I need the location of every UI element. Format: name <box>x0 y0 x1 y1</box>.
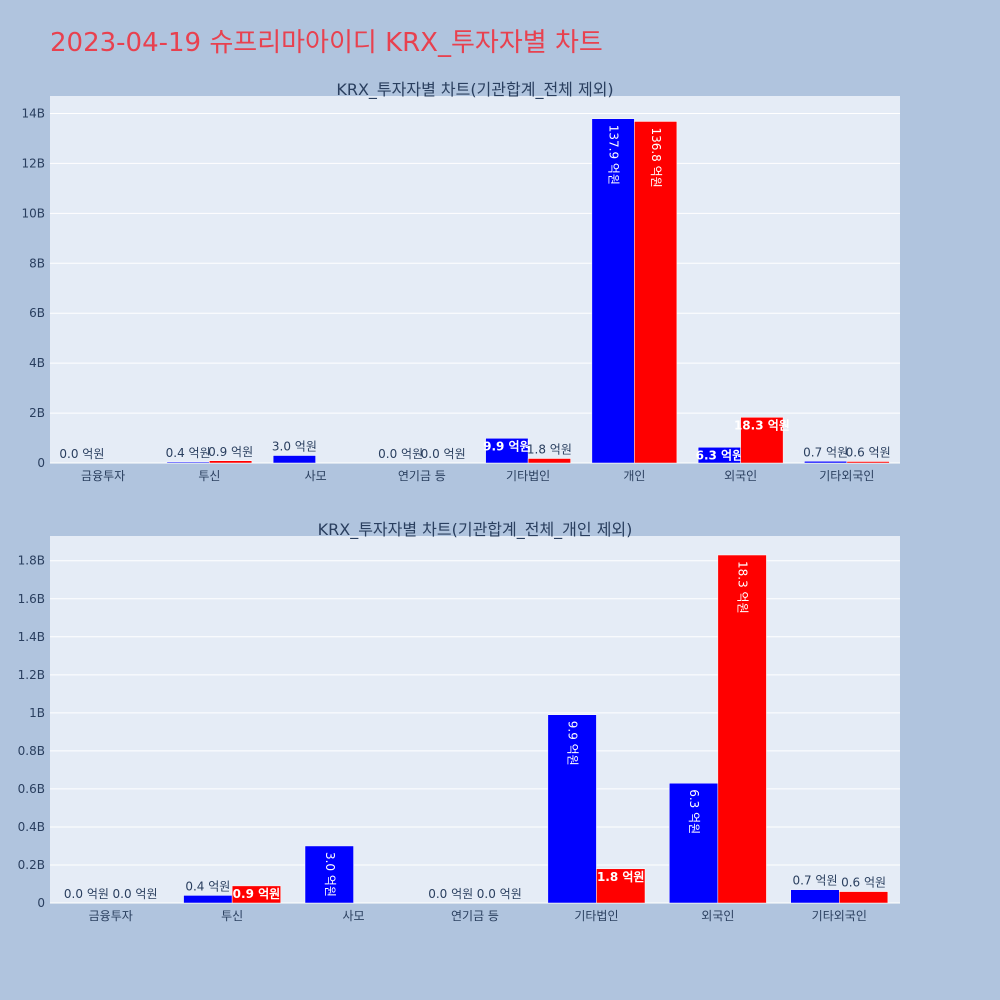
data-label: 0.6 억원 <box>841 876 886 890</box>
bar <box>547 714 597 904</box>
y-tick-label: 0.4B <box>18 820 45 834</box>
bar <box>527 458 571 464</box>
data-label: 0.4 억원 <box>185 879 230 893</box>
y-tick-label: 1.8B <box>18 554 45 568</box>
data-label: 0.6 억원 <box>846 446 891 460</box>
x-tick-label: 개인 <box>623 469 645 483</box>
x-tick-label: 외국인 <box>701 909 734 923</box>
bar <box>669 782 719 904</box>
data-label: 0.0 억원 <box>64 887 109 901</box>
data-label: 6.3 억원 <box>696 448 744 462</box>
data-label: 0.4 억원 <box>166 446 211 460</box>
data-label: 0.9 억원 <box>208 445 253 459</box>
x-tick-label: 금융투자 <box>89 909 133 923</box>
y-tick-label: 4B <box>29 356 45 370</box>
data-label: 0.0 억원 <box>477 887 522 901</box>
data-label: 137.9 억원 <box>607 125 621 185</box>
bar <box>166 461 210 464</box>
data-label: 1.8 억원 <box>597 870 645 884</box>
y-tick-label: 0 <box>37 896 45 910</box>
bar <box>591 118 635 464</box>
x-tick-label: 사모 <box>343 909 365 923</box>
data-label: 0.9 억원 <box>233 887 281 901</box>
data-label: 0.7 억원 <box>803 445 848 459</box>
x-tick-label: 투신 <box>198 469 220 483</box>
data-label: 18.3 억원 <box>736 561 750 614</box>
x-tick-label: 외국인 <box>724 469 757 483</box>
x-tick-label: 연기금 등 <box>398 469 446 483</box>
bar <box>717 554 767 904</box>
y-tick-label: 10B <box>21 206 45 220</box>
bar <box>231 885 281 904</box>
x-tick-label: 기타외국인 <box>819 469 874 483</box>
y-tick-label: 0.6B <box>18 782 45 796</box>
y-tick-label: 1.4B <box>18 630 45 644</box>
bar <box>485 438 529 464</box>
x-tick-label: 기타법인 <box>506 469 550 483</box>
y-tick-label: 1.6B <box>18 592 45 606</box>
data-label: 18.3 억원 <box>734 418 790 432</box>
x-tick-label: 기타외국인 <box>812 909 867 923</box>
y-tick-label: 2B <box>29 406 45 420</box>
data-label: 3.0 억원 <box>323 852 337 897</box>
y-tick-label: 0.2B <box>18 858 45 872</box>
bar <box>740 417 784 464</box>
page-title: 2023-04-19 슈프리마아이디 KRX_투자자별 차트 <box>50 28 603 58</box>
chart-top: 0 2B 4B 6B 8B 10B 12B 14B KRX_투자자별 차트(기관합계_전체 제외… <box>21 80 900 483</box>
y-tick-label: 1.2B <box>18 668 45 682</box>
bar <box>209 460 253 464</box>
x-tick-label: 투신 <box>221 909 243 923</box>
x-tick-label: 금융투자 <box>81 469 125 483</box>
plot-area <box>50 96 900 463</box>
bar <box>183 895 233 904</box>
bar <box>790 889 840 904</box>
x-tick-label: 연기금 등 <box>451 909 499 923</box>
y-tick-label: 1B <box>29 706 45 720</box>
data-label: 6.3 억원 <box>687 789 701 834</box>
y-tick-label: 12B <box>21 156 45 170</box>
y-tick-label: 8B <box>29 256 45 270</box>
x-tick-label: 사모 <box>305 469 327 483</box>
chart-title: KRX_투자자별 차트(기관합계_전체_개인 제외) <box>318 520 633 540</box>
data-label: 0.7 억원 <box>793 874 838 888</box>
data-label: 3.0 억원 <box>272 440 317 454</box>
data-label: 0.0 억원 <box>428 887 473 901</box>
y-tick-label: 14B <box>21 106 45 120</box>
plot-area <box>50 536 900 903</box>
data-label: 0.0 억원 <box>421 447 466 461</box>
y-tick-label: 0.8B <box>18 744 45 758</box>
data-label: 9.9 억원 <box>566 721 580 766</box>
y-tick-label: 0 <box>37 456 45 470</box>
data-label: 0.0 억원 <box>378 447 423 461</box>
data-label: 0.0 억원 <box>113 887 158 901</box>
bar <box>804 461 848 464</box>
bar <box>846 461 890 464</box>
chart-title: KRX_투자자별 차트(기관합계_전체 제외) <box>336 80 613 100</box>
x-tick-label: 기타법인 <box>574 909 618 923</box>
bar <box>304 845 354 904</box>
data-label: 0.0 억원 <box>59 447 104 461</box>
bar <box>634 121 678 464</box>
bar <box>839 891 889 904</box>
y-tick-label: 6B <box>29 306 45 320</box>
data-label: 1.8 억원 <box>527 443 572 457</box>
data-label: 136.8 억원 <box>649 127 663 187</box>
data-label: 9.9 억원 <box>483 439 531 453</box>
bar <box>272 455 316 464</box>
bar <box>596 868 646 904</box>
chart-bottom: 0 0.2B 0.4B 0.6B 0.8B 1B 1.2B 1.4B 1.6B 1.8B KRX_투… <box>18 520 900 923</box>
